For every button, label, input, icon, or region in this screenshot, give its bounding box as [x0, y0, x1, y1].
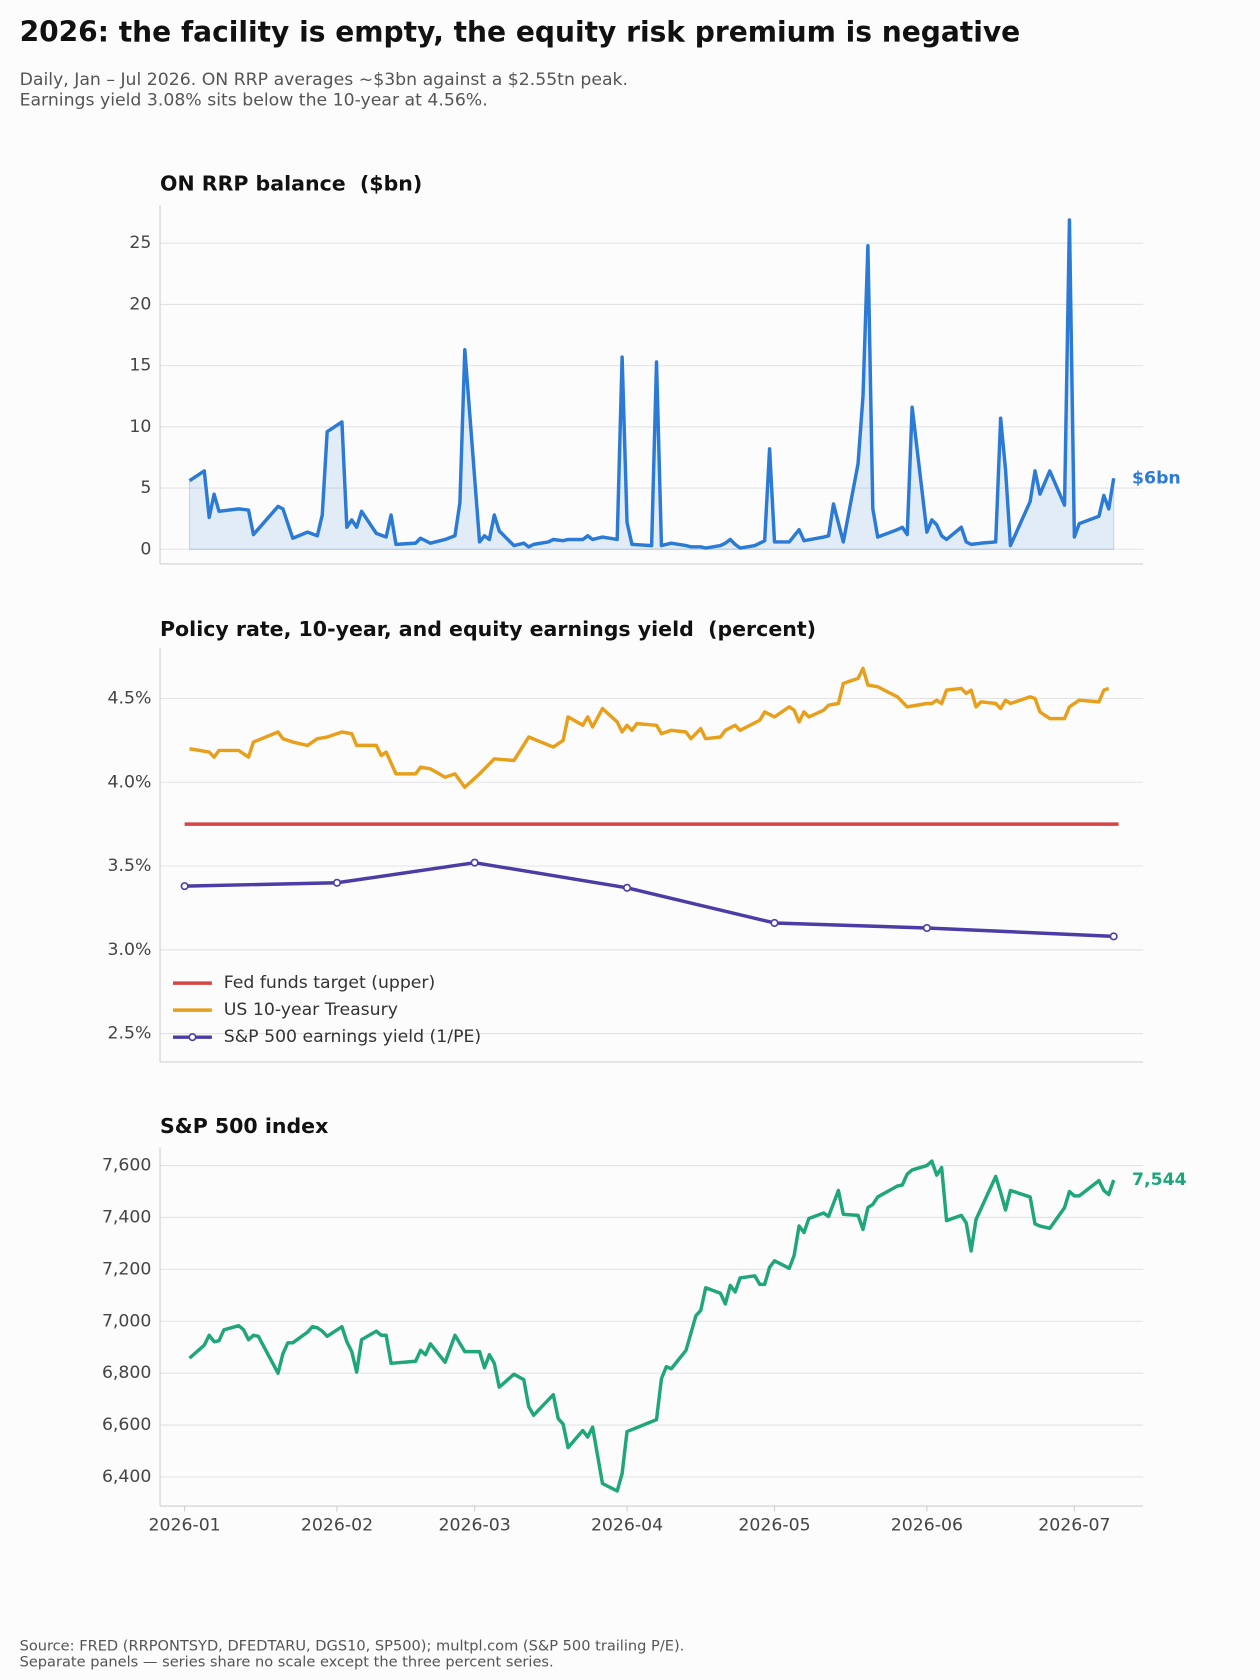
- x-tick-label: 2026-02: [301, 1516, 373, 1536]
- point-marker: [470, 858, 479, 867]
- x-tick-label: 2026-04: [591, 1516, 663, 1536]
- panel-title: ON RRP balance ($bn): [160, 172, 422, 196]
- point-marker: [770, 918, 779, 928]
- end-label: 7,544: [1132, 1170, 1187, 1190]
- y-tick-label: 4.0%: [108, 772, 152, 792]
- series-line: [189, 666, 1110, 790]
- x-tick-label: 2026-01: [149, 1516, 221, 1536]
- legend-label: S&P 500 earnings yield (1/PE): [224, 1027, 481, 1047]
- x-tick-label: 2026-03: [439, 1516, 511, 1536]
- legend-label: Fed funds target (upper): [224, 973, 436, 993]
- series-line: [188, 1159, 1116, 1493]
- source-note: Separate panels — series share no scale …: [20, 1654, 554, 1671]
- y-tick-label: 2.5%: [108, 1024, 152, 1044]
- y-tick-label: 5: [140, 478, 151, 498]
- end-label: $6bn: [1132, 468, 1181, 488]
- point-marker: [180, 882, 189, 891]
- point-marker: [1109, 932, 1118, 941]
- y-tick-label: 3.5%: [108, 856, 152, 876]
- x-tick-label: 2026-07: [1038, 1516, 1110, 1536]
- subtitle: Earnings yield 3.08% sits below the 10-y…: [20, 90, 488, 110]
- subtitle: Daily, Jan – Jul 2026. ON RRP averages ~…: [20, 70, 628, 90]
- y-tick-label: 15: [129, 356, 151, 376]
- panel-title: S&P 500 index: [160, 1114, 328, 1138]
- point-marker: [622, 883, 632, 892]
- point-marker: [922, 923, 931, 933]
- legend-marker: [188, 1033, 197, 1042]
- y-tick-label: 20: [129, 294, 151, 314]
- y-tick-label: 7,400: [102, 1207, 151, 1227]
- y-tick-label: 4.5%: [108, 688, 152, 708]
- y-tick-label: 0: [140, 539, 151, 559]
- x-tick-label: 2026-06: [891, 1516, 963, 1536]
- y-tick-label: 7,000: [102, 1311, 151, 1331]
- source-note: Source: FRED (RRPONTSYD, DFEDTARU, DGS10…: [20, 1638, 685, 1655]
- y-tick-label: 10: [129, 417, 151, 437]
- x-tick-label: 2026-05: [738, 1516, 810, 1536]
- point-marker: [332, 878, 342, 887]
- y-tick-label: 6,400: [102, 1467, 151, 1487]
- y-tick-label: 6,800: [102, 1363, 151, 1383]
- y-tick-label: 6,600: [102, 1415, 151, 1435]
- chart-title: 2026: the facility is empty, the equity …: [20, 15, 1021, 48]
- y-tick-label: 7,600: [102, 1156, 151, 1176]
- series-line: [188, 218, 1116, 550]
- panel-title: Policy rate, 10-year, and equity earning…: [160, 617, 816, 641]
- legend-label: US 10-year Treasury: [224, 1000, 398, 1020]
- y-tick-label: 7,200: [102, 1259, 151, 1279]
- y-tick-label: 3.0%: [108, 940, 152, 960]
- y-tick-label: 25: [129, 233, 151, 253]
